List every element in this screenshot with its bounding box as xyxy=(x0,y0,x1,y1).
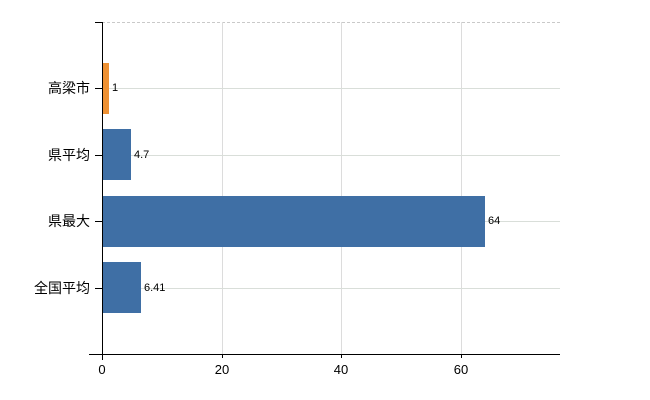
y-axis-tick xyxy=(95,88,102,89)
bar xyxy=(103,129,131,180)
y-axis-tick xyxy=(95,288,102,289)
category-label: 高梁市 xyxy=(48,80,90,96)
category-label: 県平均 xyxy=(48,147,90,163)
vertical-gridline xyxy=(460,22,462,354)
category-gridline xyxy=(102,88,560,89)
x-axis-tick-label: 20 xyxy=(214,362,230,377)
category-label: 全国平均 xyxy=(34,280,90,296)
vertical-gridline xyxy=(341,22,342,354)
bar xyxy=(103,196,485,247)
plot-top-border xyxy=(102,22,560,23)
x-axis-tick xyxy=(102,354,103,360)
y-axis-top-tick xyxy=(95,22,102,23)
x-axis-tick-label: 0 xyxy=(98,362,106,377)
bar xyxy=(103,63,109,114)
y-axis-tick xyxy=(95,155,102,156)
bar-value-label: 64 xyxy=(488,215,501,227)
x-axis-tick-label: 40 xyxy=(333,362,349,377)
category-label: 県最大 xyxy=(48,213,90,229)
bar xyxy=(103,262,141,313)
y-axis-line xyxy=(102,22,103,354)
category-gridline xyxy=(102,155,560,156)
x-axis-tick-label: 60 xyxy=(453,362,469,377)
category-gridline xyxy=(102,288,560,289)
x-axis-line xyxy=(89,354,560,355)
vertical-gridline xyxy=(221,22,223,354)
bar-value-label: 4.7 xyxy=(134,149,150,161)
bar-value-label: 6.41 xyxy=(144,282,166,294)
x-axis-tick xyxy=(222,354,223,358)
y-axis-tick xyxy=(95,221,102,222)
bar-value-label: 1 xyxy=(112,82,119,94)
x-axis-tick xyxy=(341,354,342,358)
x-axis-tick xyxy=(461,354,462,358)
plot-area: 1 4.7 64 6.41 xyxy=(102,22,560,354)
